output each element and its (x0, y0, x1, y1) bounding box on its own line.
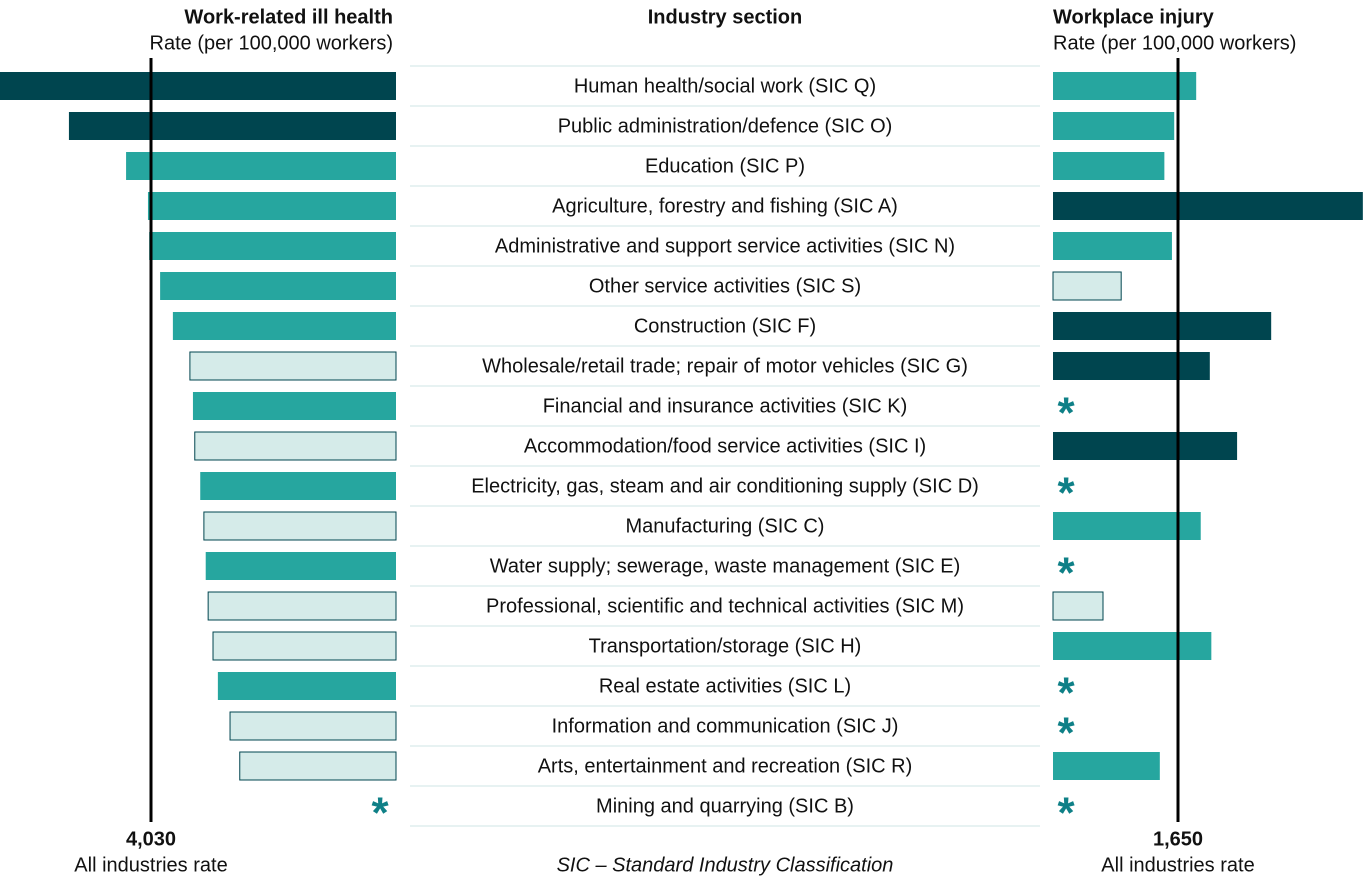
left-subtitle: Rate (per 100,000 workers) (150, 32, 393, 54)
bar (200, 472, 396, 500)
left-title: Work-related ill health (184, 6, 393, 28)
category-label: Wholesale/retail trade; repair of motor … (482, 355, 968, 377)
bar (1053, 72, 1197, 100)
bar (203, 511, 397, 541)
category-label: Professional, scientific and technical a… (486, 595, 964, 617)
bar (192, 392, 396, 420)
bar (1053, 432, 1238, 460)
null-marker: * (1057, 469, 1075, 518)
bar (189, 351, 397, 381)
bar (239, 751, 397, 781)
reference-value: 1,650 (1153, 828, 1203, 850)
null-marker: * (1057, 389, 1075, 438)
bar (1053, 312, 1272, 340)
bar (68, 112, 396, 140)
bar (1053, 352, 1210, 380)
bar (212, 631, 397, 661)
null-marker: * (371, 789, 389, 838)
null-marker: * (1057, 549, 1075, 598)
right-subtitle: Rate (per 100,000 workers) (1053, 32, 1296, 54)
bar (1052, 271, 1122, 301)
bar (207, 591, 397, 621)
bar (149, 232, 396, 260)
category-label: Electricity, gas, steam and air conditio… (471, 475, 979, 497)
bar (160, 272, 396, 300)
bar (1053, 752, 1160, 780)
category-label: Real estate activities (SIC L) (599, 675, 851, 697)
category-label: Water supply; sewerage, waste management… (490, 555, 961, 577)
reference-label: All industries rate (74, 854, 227, 876)
bar (0, 72, 396, 100)
category-label: Human health/social work (SIC Q) (574, 75, 876, 97)
category-label: Public administration/defence (SIC O) (558, 115, 893, 137)
category-label: Information and communication (SIC J) (552, 715, 899, 737)
bar (229, 711, 397, 741)
bar (126, 152, 397, 180)
category-label: Transportation/storage (SIC H) (589, 635, 862, 657)
bar (1053, 512, 1201, 540)
bar (194, 431, 397, 461)
bar (205, 552, 396, 580)
category-label: Financial and insurance activities (SIC … (543, 395, 908, 417)
bar (217, 672, 396, 700)
bar (1053, 632, 1212, 660)
category-label: Other service activities (SIC S) (589, 275, 861, 297)
category-label: Administrative and support service activ… (495, 235, 955, 257)
bar (172, 312, 396, 340)
bar (1053, 152, 1165, 180)
category-label: Manufacturing (SIC C) (626, 515, 825, 537)
center-title: Industry section (648, 6, 802, 28)
category-label: Education (SIC P) (645, 155, 805, 177)
category-label: Arts, entertainment and recreation (SIC … (538, 755, 913, 777)
category-label: Agriculture, forestry and fishing (SIC A… (552, 195, 898, 217)
category-label: Construction (SIC F) (634, 315, 816, 337)
note: SIC – Standard Industry Classification (557, 854, 894, 876)
category-label: Mining and quarrying (SIC B) (596, 795, 854, 817)
null-marker: * (1057, 789, 1075, 838)
bar (1053, 232, 1172, 260)
bar (1053, 112, 1175, 140)
reference-label: All industries rate (1101, 854, 1254, 876)
category-label: Accommodation/food service activities (S… (524, 435, 926, 457)
reference-value: 4,030 (126, 828, 176, 850)
null-marker: * (1057, 669, 1075, 718)
null-marker: * (1057, 709, 1075, 758)
right-title: Workplace injury (1053, 6, 1215, 28)
bar (1052, 591, 1104, 621)
bar (147, 192, 396, 220)
bar (1053, 192, 1363, 220)
